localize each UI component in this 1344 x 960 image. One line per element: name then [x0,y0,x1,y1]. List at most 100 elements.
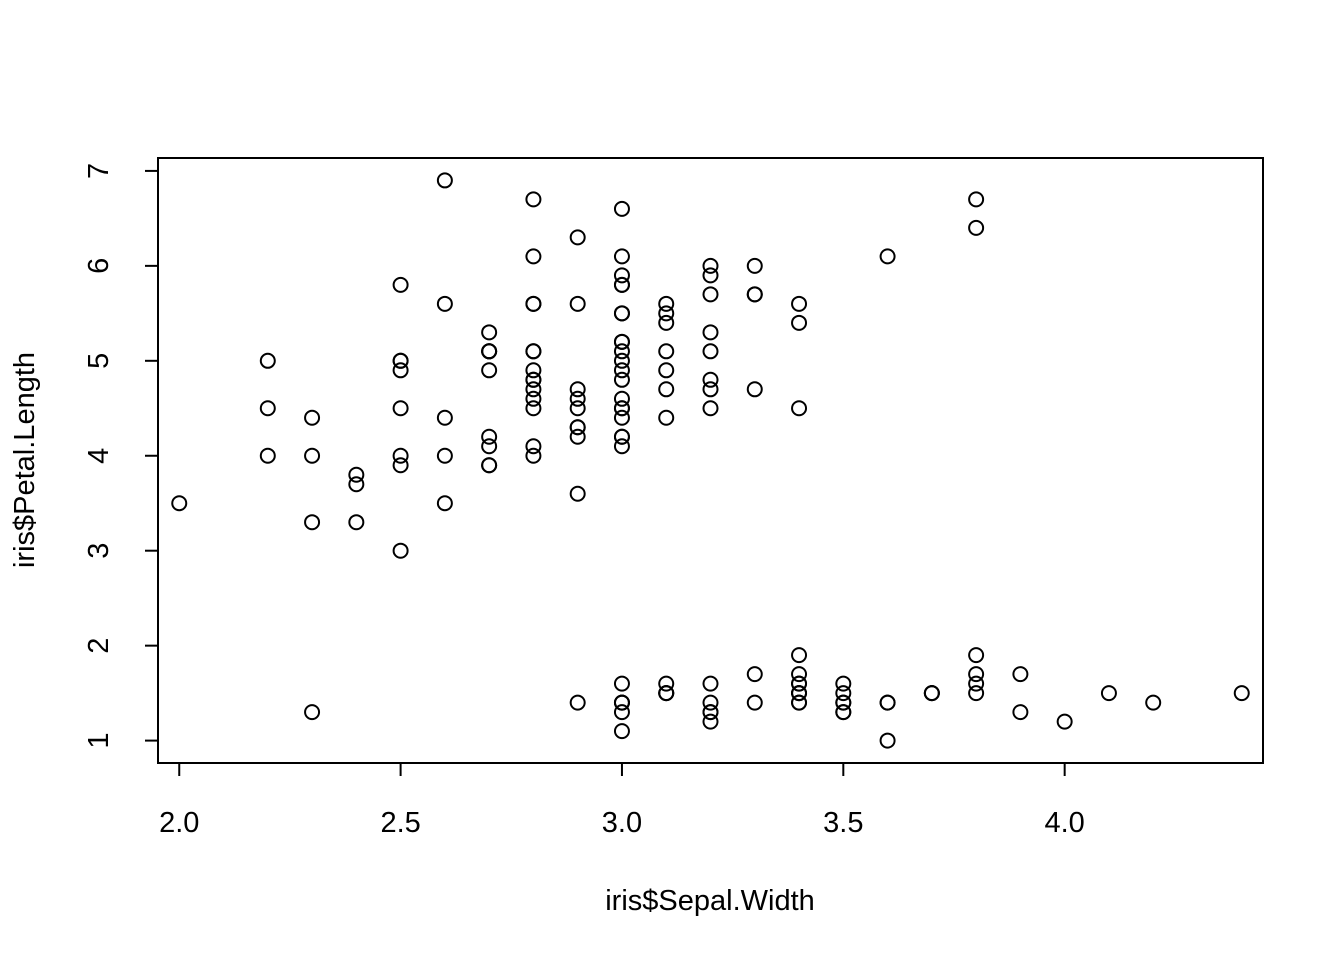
data-point [569,229,586,246]
y-tick-label: 2 [83,638,115,654]
data-point [835,685,852,702]
y-tick-label: 3 [83,543,115,559]
data-point [436,295,453,312]
data-point [525,295,542,312]
data-point [968,647,985,664]
data-point [436,495,453,512]
data-point [658,675,675,692]
data-point [569,381,586,398]
data-point [613,352,630,369]
data-point [481,457,498,474]
data-point [525,438,542,455]
data-point [569,400,586,417]
data-point [304,409,321,426]
data-point [702,713,719,730]
data-point [968,191,985,208]
data-point [702,286,719,303]
data-point [791,666,808,683]
data-point [658,295,675,312]
data-point [1012,666,1029,683]
data-point [613,248,630,265]
data-point [304,704,321,721]
data-point [569,295,586,312]
data-point [746,666,763,683]
y-tick-label: 1 [83,733,115,749]
data-point [1145,694,1162,711]
data-point [259,400,276,417]
data-point [569,694,586,711]
data-point [481,362,498,379]
data-point [613,704,630,721]
data-point [613,362,630,379]
data-point [436,409,453,426]
data-point [791,685,808,702]
data-point [613,305,630,322]
data-point [702,704,719,721]
data-point [746,694,763,711]
y-tick-label: 7 [83,163,115,179]
plot-frame [157,157,1264,764]
data-point [658,305,675,322]
data-point [613,428,630,445]
data-point [613,267,630,284]
data-point [791,400,808,417]
data-point [525,248,542,265]
data-point [613,438,630,455]
data-point [658,362,675,379]
data-point [392,447,409,464]
data-points [171,172,1250,749]
data-point [1100,685,1117,702]
data-point [348,466,365,483]
x-axis-title: iris$Sepal.Width [605,885,815,917]
data-point [525,390,542,407]
data-point [1056,713,1073,730]
data-point [835,704,852,721]
data-point [968,685,985,702]
data-point [879,694,896,711]
data-point [348,514,365,531]
data-point [304,447,321,464]
data-point [791,694,808,711]
data-point [658,409,675,426]
data-point [702,267,719,284]
data-point [746,286,763,303]
data-point [791,295,808,312]
data-point [658,381,675,398]
data-point [481,428,498,445]
data-point [791,647,808,664]
data-point [171,495,188,512]
data-point [613,200,630,217]
x-tick-label: 3.5 [823,807,863,839]
data-point [613,390,630,407]
data-point [658,314,675,331]
y-axis: 1 2 3 4 5 6 7 [83,163,159,749]
data-point [613,333,630,350]
data-point [702,343,719,360]
data-point [879,732,896,749]
data-point [702,400,719,417]
data-point [392,276,409,293]
data-point [436,172,453,189]
data-point [613,723,630,740]
data-point [1012,704,1029,721]
data-point [348,476,365,493]
data-point [658,343,675,360]
data-point [746,257,763,274]
data-point [525,381,542,398]
data-point [613,694,630,711]
data-point [923,685,940,702]
data-point [392,352,409,369]
data-point [569,419,586,436]
data-point [658,685,675,702]
data-point [392,400,409,417]
data-point [392,542,409,559]
x-tick-label: 3.0 [602,807,642,839]
data-point [525,191,542,208]
data-point [835,675,852,692]
data-point [481,324,498,341]
data-point [613,371,630,388]
data-point [968,219,985,236]
data-point [791,314,808,331]
x-tick-label: 4.0 [1045,807,1085,839]
